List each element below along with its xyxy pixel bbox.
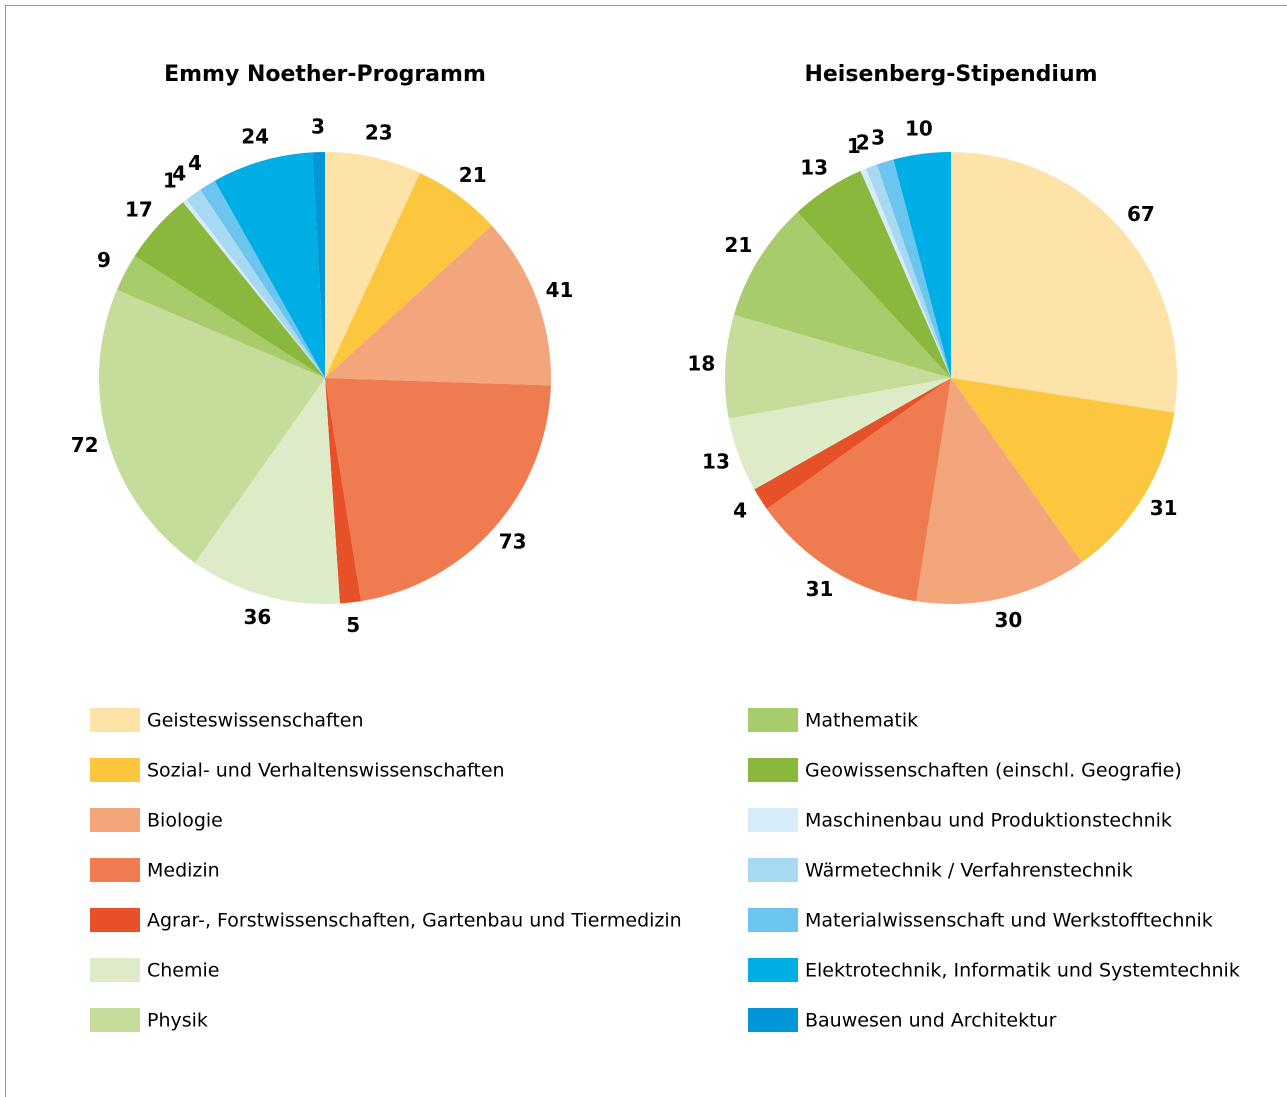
- pie-slice: [134, 202, 325, 378]
- legend-label: Chemie: [147, 960, 219, 982]
- pie-slice: [325, 378, 362, 604]
- legend-swatch: [90, 1008, 140, 1032]
- legend-label: Maschinenbau und Produktionstechnik: [805, 810, 1172, 832]
- data-label: 9: [97, 248, 111, 272]
- legend-label: Geowissenschaften (einschl. Geografie): [805, 760, 1182, 782]
- pie-slice: [865, 164, 951, 378]
- pie-slice: [325, 225, 552, 386]
- data-label: 13: [800, 155, 828, 179]
- legend-label: Elektrotechnik, Informatik und Systemtec…: [805, 960, 1240, 982]
- data-label: 3: [871, 125, 885, 149]
- pie-slice: [734, 212, 951, 378]
- pie-slice: [325, 172, 492, 378]
- legend-label: Sozial- und Verhaltenswissenschaften: [147, 760, 505, 782]
- frame: [5, 5, 1287, 1097]
- pie-slice: [194, 378, 340, 604]
- legend-label: Materialwissenschaft und Werkstofftechni…: [805, 910, 1213, 932]
- pie-slice: [797, 170, 951, 378]
- data-label: 10: [905, 117, 933, 141]
- data-label: 4: [172, 161, 186, 185]
- data-label: 1: [847, 134, 861, 158]
- pie-slice: [214, 152, 325, 378]
- legend-label: Physik: [147, 1010, 208, 1032]
- data-label: 4: [733, 499, 747, 523]
- pie-slice: [725, 314, 951, 419]
- legend-label: Agrar-, Forstwissenschaften, Gartenbau u…: [147, 910, 682, 932]
- data-label: 18: [687, 352, 715, 376]
- legend-swatch: [748, 808, 798, 832]
- pie-slice: [186, 189, 325, 378]
- data-label: 1: [163, 169, 177, 193]
- data-label: 73: [499, 530, 527, 554]
- legend-label: Bauwesen und Architektur: [805, 1010, 1057, 1032]
- legend-label: Mathematik: [805, 710, 918, 732]
- pie-slice: [754, 378, 951, 509]
- legend-swatch: [90, 758, 140, 782]
- pie-slice: [951, 152, 1178, 413]
- pie-slice: [325, 378, 551, 602]
- data-label: 2: [856, 131, 870, 155]
- legend-label: Medizin: [147, 860, 220, 882]
- pie-slice: [183, 199, 325, 378]
- legend-swatch: [748, 1008, 798, 1032]
- legend-swatch: [90, 958, 140, 982]
- legend-swatch: [90, 708, 140, 732]
- data-label: 24: [241, 124, 269, 148]
- pie-slice: [951, 378, 1175, 563]
- data-label: 3: [311, 115, 325, 139]
- chart-title: Heisenberg-Stipendium: [804, 62, 1097, 87]
- legend-swatch: [748, 908, 798, 932]
- legend-swatch: [90, 808, 140, 832]
- data-label: 4: [188, 151, 202, 175]
- pie-slice: [916, 378, 1082, 604]
- pie-slice: [99, 289, 325, 563]
- data-label: 17: [125, 198, 153, 222]
- data-label: 21: [459, 163, 487, 187]
- pie-slice: [728, 378, 951, 490]
- data-label: 41: [546, 278, 574, 302]
- data-label: 31: [1150, 496, 1178, 520]
- pie-slice: [860, 168, 951, 378]
- data-label: 36: [244, 605, 272, 629]
- data-label: 31: [806, 577, 834, 601]
- data-label: 23: [365, 120, 393, 144]
- legend-swatch: [748, 708, 798, 732]
- legend-label: Biologie: [147, 810, 223, 832]
- data-label: 21: [724, 233, 752, 257]
- pie-slice: [876, 159, 951, 378]
- legend-swatch: [90, 908, 140, 932]
- data-label: 13: [702, 450, 730, 474]
- legend-label: Wärmetechnik / Verfahrenstechnik: [805, 860, 1133, 882]
- data-label: 30: [995, 608, 1023, 632]
- data-label: 67: [1127, 202, 1155, 226]
- pie-slice: [325, 152, 421, 378]
- data-label: 72: [71, 433, 99, 457]
- pie-slice: [312, 152, 325, 378]
- chart-title: Emmy Noether-Programm: [164, 62, 486, 87]
- pie-slice: [116, 255, 325, 378]
- legend-swatch: [748, 958, 798, 982]
- pie-slice: [766, 378, 951, 602]
- pie-slice: [893, 152, 951, 378]
- legend-swatch: [90, 858, 140, 882]
- legend-swatch: [748, 758, 798, 782]
- data-label: 5: [346, 613, 360, 637]
- legend-swatch: [748, 858, 798, 882]
- pie-slice: [200, 180, 325, 378]
- legend-label: Geisteswissenschaften: [147, 710, 364, 732]
